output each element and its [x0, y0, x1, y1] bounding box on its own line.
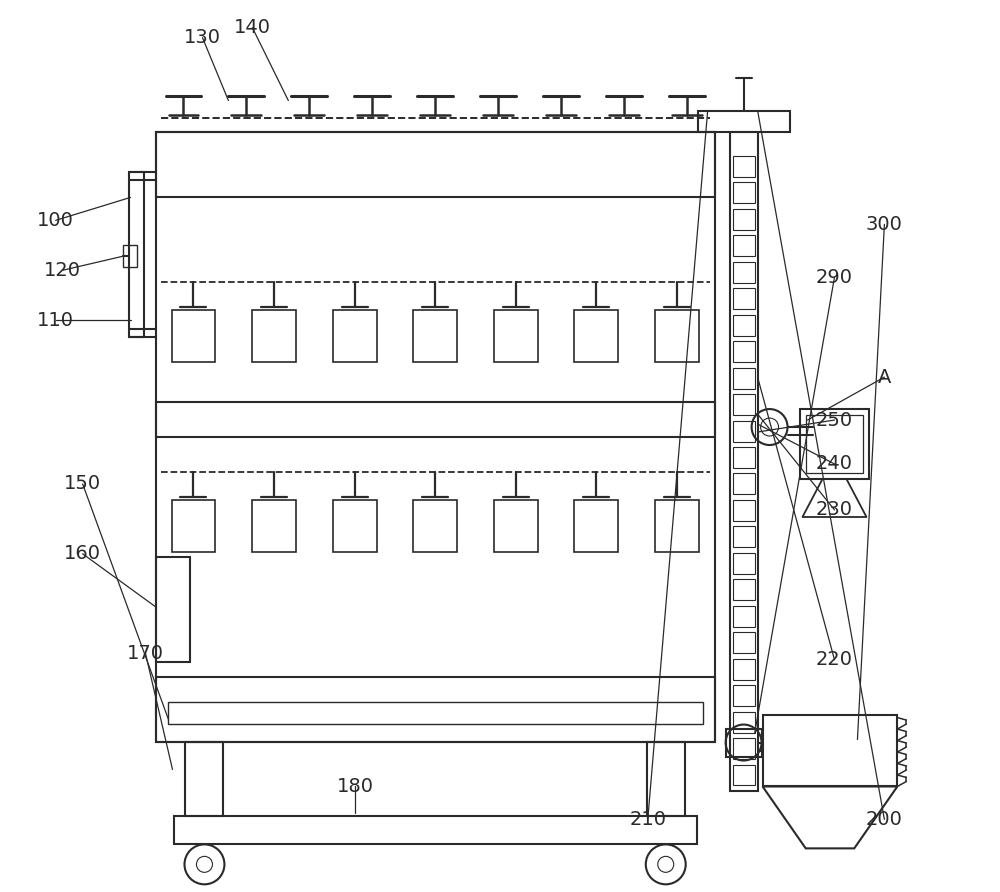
Text: 300: 300: [866, 215, 903, 234]
Bar: [733, 738, 755, 759]
Text: 290: 290: [816, 268, 853, 286]
Bar: [156, 133, 715, 197]
Text: 110: 110: [37, 310, 74, 330]
Bar: [647, 741, 685, 816]
Bar: [733, 182, 755, 203]
Text: 140: 140: [234, 18, 271, 37]
Text: 100: 100: [37, 211, 74, 230]
Bar: [733, 685, 755, 706]
Text: 170: 170: [127, 644, 164, 663]
Bar: [733, 235, 755, 256]
Bar: [494, 500, 538, 552]
Text: 150: 150: [64, 475, 101, 493]
Bar: [733, 261, 755, 283]
Bar: [172, 500, 215, 552]
Bar: [174, 816, 697, 845]
Bar: [733, 500, 755, 521]
Bar: [733, 764, 755, 786]
Bar: [413, 310, 457, 362]
Bar: [733, 474, 755, 494]
Bar: [333, 310, 377, 362]
Bar: [123, 245, 137, 268]
Bar: [698, 111, 790, 133]
Bar: [156, 677, 715, 741]
Text: 220: 220: [816, 650, 853, 669]
Bar: [733, 209, 755, 230]
Bar: [185, 741, 223, 816]
Text: 210: 210: [629, 810, 666, 829]
Bar: [494, 310, 538, 362]
Text: 230: 230: [816, 500, 853, 519]
Text: 240: 240: [816, 454, 853, 474]
Bar: [333, 500, 377, 552]
Bar: [730, 133, 758, 791]
Bar: [806, 415, 863, 473]
Text: 180: 180: [337, 777, 374, 796]
Bar: [733, 447, 755, 468]
Bar: [733, 526, 755, 548]
Bar: [733, 712, 755, 732]
Bar: [733, 341, 755, 362]
Bar: [574, 310, 618, 362]
Bar: [733, 394, 755, 415]
Text: 160: 160: [64, 544, 101, 564]
Text: 200: 200: [866, 810, 903, 829]
Bar: [252, 310, 296, 362]
Bar: [574, 500, 618, 552]
Bar: [733, 553, 755, 574]
Bar: [733, 658, 755, 680]
Bar: [413, 500, 457, 552]
Bar: [726, 729, 762, 756]
Bar: [252, 500, 296, 552]
Bar: [733, 315, 755, 335]
Text: 130: 130: [184, 29, 221, 47]
Bar: [156, 557, 190, 662]
Bar: [763, 714, 897, 787]
Bar: [129, 172, 144, 337]
Text: 120: 120: [44, 260, 81, 280]
Bar: [733, 632, 755, 653]
Bar: [156, 402, 715, 437]
Bar: [733, 606, 755, 627]
Bar: [733, 156, 755, 177]
Text: 250: 250: [816, 410, 853, 430]
Bar: [733, 368, 755, 389]
Bar: [168, 702, 703, 723]
Bar: [172, 310, 215, 362]
Bar: [655, 500, 699, 552]
Text: A: A: [878, 368, 891, 386]
Bar: [655, 310, 699, 362]
Bar: [733, 420, 755, 442]
Bar: [800, 409, 869, 479]
Bar: [156, 133, 715, 741]
Bar: [733, 579, 755, 600]
Bar: [733, 288, 755, 310]
